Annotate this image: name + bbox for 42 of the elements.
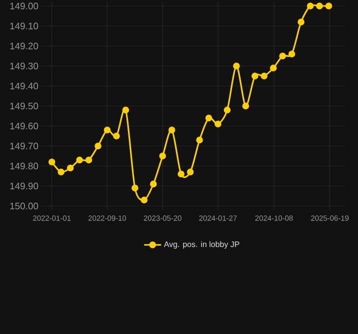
point xyxy=(76,156,83,164)
point xyxy=(205,114,212,122)
point xyxy=(85,156,92,164)
point xyxy=(132,184,138,192)
point xyxy=(113,132,120,140)
point xyxy=(298,18,304,26)
y-tick-label: 149.80 xyxy=(10,162,38,170)
y-tick-label: 150.00 xyxy=(10,202,38,210)
y-tick-label: 149.30 xyxy=(10,62,38,70)
point xyxy=(186,168,194,176)
point xyxy=(178,170,184,178)
point xyxy=(159,152,166,160)
y-tick-label: 149.10 xyxy=(10,22,38,30)
point xyxy=(242,102,250,110)
point xyxy=(94,142,102,150)
point xyxy=(168,126,176,134)
point xyxy=(252,72,258,80)
y-tick-label: 149.90 xyxy=(10,182,38,190)
point xyxy=(288,50,296,58)
point xyxy=(260,72,268,80)
point xyxy=(270,64,277,72)
point xyxy=(233,62,240,70)
point xyxy=(58,168,64,176)
point xyxy=(279,52,286,60)
y-tick-label: 149.50 xyxy=(10,102,38,110)
point xyxy=(196,136,203,144)
point xyxy=(306,2,314,10)
y-tick-label: 149.20 xyxy=(10,42,38,50)
point xyxy=(48,158,56,166)
point xyxy=(150,180,157,188)
y-tick-label: 149.40 xyxy=(10,82,38,90)
point xyxy=(224,106,231,114)
point xyxy=(325,2,332,10)
point xyxy=(214,120,222,128)
point xyxy=(104,126,111,134)
y-tick-label: 149.60 xyxy=(10,122,38,130)
point xyxy=(316,2,323,10)
point xyxy=(66,164,74,172)
point xyxy=(122,106,130,114)
y-tick-label: 149.00 xyxy=(10,2,38,10)
y-tick-label: 149.70 xyxy=(10,142,38,150)
point xyxy=(140,196,148,204)
